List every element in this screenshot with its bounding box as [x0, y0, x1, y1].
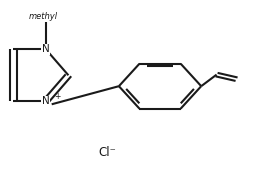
Text: Cl⁻: Cl⁻	[98, 146, 116, 159]
Text: N: N	[42, 96, 50, 106]
Text: methyl: methyl	[29, 12, 58, 21]
Text: +: +	[54, 92, 60, 101]
Text: N: N	[42, 44, 50, 54]
